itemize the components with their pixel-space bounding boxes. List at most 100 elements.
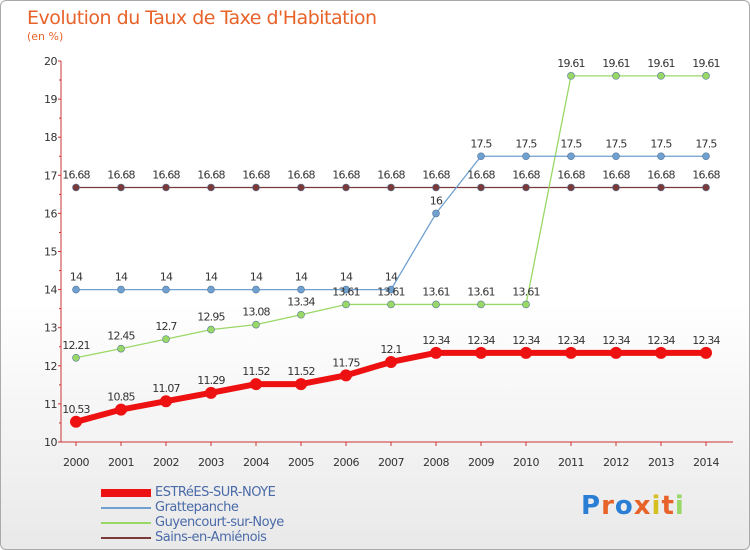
data-point [162, 335, 170, 343]
chart-subtitle: (en %) [27, 30, 64, 43]
data-label: 10.85 [107, 391, 135, 404]
data-point [657, 72, 665, 80]
data-point [477, 300, 485, 309]
chart-title: Evolution du Taux de Taxe d'Habitation [27, 7, 377, 29]
data-label: 13.61 [377, 285, 405, 298]
x-tick-label: 2000 [63, 456, 89, 469]
x-tick-label: 2002 [153, 456, 179, 469]
data-label: 13.61 [467, 285, 495, 298]
data-label: 17.5 [605, 137, 627, 150]
data-point [295, 378, 307, 391]
data-point [567, 72, 575, 80]
data-label: 19.61 [602, 57, 630, 70]
data-point [610, 346, 622, 359]
data-label: 14 [250, 271, 263, 284]
data-point [612, 183, 620, 192]
data-point [72, 183, 80, 192]
x-tick-label: 2005 [288, 456, 314, 469]
data-label: 12.45 [107, 330, 135, 343]
data-point [117, 183, 125, 192]
data-point [612, 72, 620, 80]
data-point [252, 183, 260, 192]
legend-label: Sains-en-Amiénois [155, 530, 267, 545]
data-label: 12.34 [422, 334, 450, 347]
data-label: 12.34 [602, 334, 630, 347]
data-label: 16.68 [152, 168, 180, 181]
x-tick-label: 2003 [198, 456, 224, 469]
y-tick-label: 12 [44, 360, 57, 373]
data-point [520, 346, 532, 359]
data-label: 13.34 [287, 296, 315, 309]
x-tick-label: 2012 [603, 456, 629, 469]
data-label: 11.52 [287, 365, 315, 378]
data-point [252, 285, 260, 294]
y-tick-label: 17 [44, 169, 57, 182]
data-label: 17.5 [650, 137, 672, 150]
data-point [567, 152, 575, 161]
data-point [700, 346, 712, 359]
data-point [340, 369, 352, 382]
data-label: 17.5 [515, 137, 537, 150]
y-tick-label: 15 [44, 246, 57, 259]
data-label: 16.68 [602, 168, 630, 181]
data-point [477, 183, 485, 192]
data-point [160, 395, 172, 408]
data-label: 16.68 [377, 168, 405, 181]
data-point [387, 183, 395, 192]
data-label: 14 [160, 271, 173, 284]
data-label: 16.68 [692, 168, 720, 181]
legend-swatch [101, 522, 151, 524]
legend-label: Grattepanche [155, 500, 239, 515]
data-point [432, 300, 440, 309]
x-tick-label: 2010 [513, 456, 539, 469]
data-label: 13.61 [332, 285, 360, 298]
data-point [657, 183, 665, 192]
data-point [162, 183, 170, 192]
data-label: 16.68 [197, 168, 225, 181]
data-label: 13.08 [242, 306, 270, 319]
data-label: 12.34 [512, 334, 540, 347]
data-point [207, 285, 215, 294]
data-point [565, 346, 577, 359]
data-point [117, 344, 125, 353]
data-label: 19.61 [557, 57, 585, 70]
data-point [115, 403, 127, 416]
legend-swatch [101, 537, 151, 539]
data-point [72, 285, 80, 294]
data-point [162, 285, 170, 294]
data-point [702, 72, 710, 80]
y-tick-label: 16 [44, 207, 57, 220]
data-label: 12.21 [62, 339, 90, 352]
data-label: 16.68 [242, 168, 270, 181]
data-label: 19.61 [647, 57, 675, 70]
data-point [297, 310, 305, 319]
data-label: 16.68 [512, 168, 540, 181]
data-point [207, 183, 215, 192]
data-label: 14 [295, 271, 308, 284]
data-label: 17.5 [560, 137, 582, 150]
data-label: 11.75 [332, 356, 360, 369]
x-tick-label: 2014 [693, 456, 719, 469]
y-tick-label: 11 [44, 398, 57, 411]
legend-label: ESTRéES-SUR-NOYE [155, 485, 276, 500]
data-label: 12.95 [197, 311, 225, 324]
data-label: 14 [70, 271, 83, 284]
y-tick-label: 20 [44, 55, 57, 68]
data-label: 16.68 [62, 168, 90, 181]
data-label: 10.53 [62, 403, 90, 416]
data-point [522, 152, 530, 161]
legend-swatch [101, 489, 151, 497]
data-label: 14 [385, 271, 398, 284]
y-tick-label: 18 [44, 131, 57, 144]
data-label: 16.68 [557, 168, 585, 181]
data-point [702, 183, 710, 192]
x-tick-label: 2008 [423, 456, 449, 469]
data-label: 16.68 [107, 168, 135, 181]
legend-label: Guyencourt-sur-Noye [155, 515, 284, 530]
data-point [207, 325, 215, 334]
x-tick-label: 2006 [333, 456, 359, 469]
data-label: 12.34 [647, 334, 675, 347]
data-point [432, 183, 440, 192]
y-tick-label: 10 [44, 436, 57, 449]
data-label: 12.7 [155, 320, 177, 333]
